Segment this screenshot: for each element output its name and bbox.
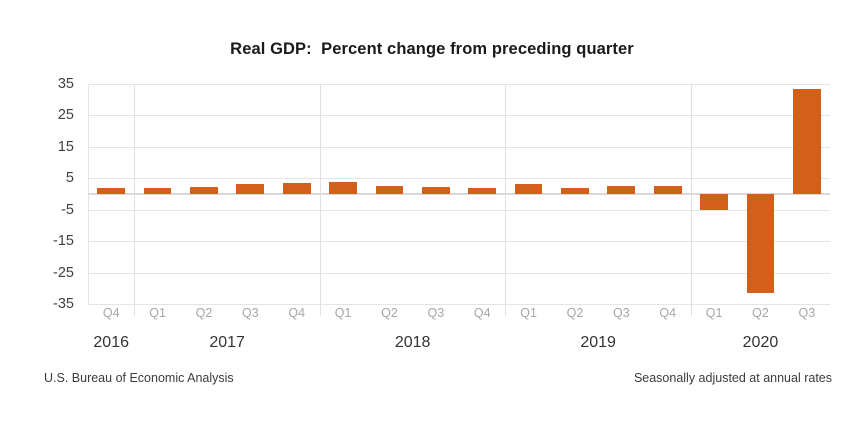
- year-label: 2018: [394, 334, 431, 351]
- zero-line: [88, 193, 830, 195]
- bar: [329, 182, 357, 194]
- bar: [746, 194, 775, 293]
- bar-cell: [274, 84, 320, 304]
- bar-cell: [691, 84, 737, 304]
- year-label: 2016: [93, 334, 129, 351]
- x-axis-tick-label: Q3: [241, 306, 259, 320]
- bar-cell: [88, 84, 134, 304]
- x-axis-tick-label: Q1: [334, 306, 352, 320]
- plot-area: [88, 84, 830, 316]
- year-separator: [690, 84, 692, 316]
- y-axis-tick-label: -35: [53, 296, 74, 312]
- bar: [514, 184, 543, 194]
- y-axis-tick-label: 35: [57, 76, 74, 92]
- bar: [143, 188, 172, 194]
- bar-cell: [737, 84, 783, 304]
- gridline: [88, 304, 830, 305]
- bar: [236, 183, 265, 194]
- x-axis-tick-label: Q4: [102, 306, 120, 320]
- bar-cell: [181, 84, 227, 304]
- bar: [190, 187, 218, 194]
- x-axis-tick-label: Q4: [288, 306, 306, 320]
- bar: [792, 89, 821, 194]
- x-axis-ticks: Q4 Q1 Q2 Q3 Q4 Q1 Q2 Q3 Q4 Q1 Q2 Q3 Q4 Q1 Q2 Q3: [88, 306, 830, 326]
- adjustment-note: Seasonally adjusted at annual rates: [633, 371, 832, 385]
- x-axis-tick-label: Q1: [149, 306, 166, 320]
- x-axis-tick-label: Q3: [427, 306, 445, 320]
- bar: [375, 185, 404, 194]
- x-axis-tick-label: Q4: [659, 306, 677, 320]
- x-axis-tick-label: Q3: [612, 306, 630, 320]
- bar-cell: [413, 84, 459, 304]
- bar-cell: [320, 84, 366, 304]
- x-axis-tick-label: Q1: [705, 306, 723, 320]
- year-separator: [134, 84, 136, 316]
- bar-cell: [134, 84, 180, 304]
- bar-cell: [227, 84, 273, 304]
- bar-cell: [784, 84, 830, 304]
- y-axis-tick-label: 15: [57, 138, 74, 155]
- bar: [282, 183, 311, 194]
- chart-title: Real GDP: Percent change from preceding …: [230, 40, 634, 58]
- x-axis-tick-label: Q3: [798, 306, 816, 320]
- x-axis-tick-label: Q2: [381, 306, 398, 320]
- gridline: [88, 115, 830, 117]
- year-label: 2017: [209, 334, 245, 351]
- y-axis-tick-label: -25: [53, 264, 74, 281]
- year-label: 2020: [742, 334, 779, 351]
- bar: [97, 187, 126, 194]
- bar: [653, 186, 682, 194]
- x-axis-year-labels: 2016 2017 2018 2019 2020: [88, 334, 830, 358]
- bar-cell: [505, 84, 551, 304]
- gridline: [88, 146, 830, 148]
- source-note: U.S. Bureau of Economic Analysis: [44, 371, 234, 385]
- y-axis-tick-label: -15: [53, 233, 74, 250]
- gridline: [88, 272, 830, 274]
- gridline: [88, 84, 830, 85]
- x-axis-tick-label: Q1: [520, 306, 537, 320]
- gridline: [88, 241, 830, 243]
- bar: [700, 194, 728, 210]
- x-axis-tick-label: Q4: [473, 306, 491, 320]
- bar-cell: [645, 84, 691, 304]
- y-axis-tick-label: 5: [65, 170, 74, 187]
- bar-cell: [598, 84, 644, 304]
- gridline: [88, 178, 830, 180]
- x-axis-tick-label: Q2: [195, 306, 213, 320]
- x-axis-tick-label: Q2: [752, 306, 769, 320]
- bar: [468, 188, 497, 194]
- bar-cell: [366, 84, 412, 304]
- bar: [561, 187, 589, 194]
- x-axis-tick-label: Q2: [566, 306, 584, 320]
- y-axis-tick-label: 25: [57, 107, 74, 124]
- year-separator: [319, 84, 321, 316]
- gridline: [88, 209, 830, 211]
- bar-series: [88, 84, 830, 304]
- bar-cell: [552, 84, 598, 304]
- bar: [607, 185, 636, 194]
- y-axis-tick-label: -5: [61, 201, 74, 218]
- year-separator: [505, 84, 507, 316]
- year-label: 2019: [580, 334, 616, 351]
- bar: [421, 187, 450, 194]
- bar-cell: [459, 84, 505, 304]
